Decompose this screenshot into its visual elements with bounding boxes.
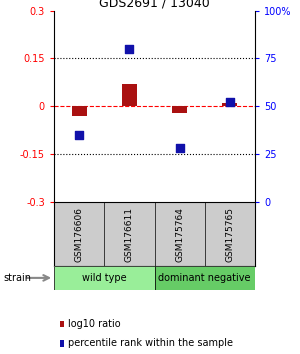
Text: wild type: wild type [82, 273, 127, 283]
Point [127, 46, 132, 52]
Point [227, 99, 232, 105]
Text: log10 ratio: log10 ratio [68, 319, 121, 329]
Title: GDS2691 / 13040: GDS2691 / 13040 [99, 0, 210, 10]
Point [177, 145, 182, 151]
Text: GSM176606: GSM176606 [75, 207, 84, 262]
Text: strain: strain [3, 273, 31, 283]
Bar [154, 266, 255, 290]
Text: GSM175765: GSM175765 [225, 207, 234, 262]
Bar [72, 106, 87, 116]
Bar [172, 106, 187, 113]
Text: percentile rank within the sample: percentile rank within the sample [68, 338, 233, 348]
Bar [122, 84, 137, 106]
Bar [222, 103, 237, 106]
Bar [54, 266, 154, 290]
Text: GSM175764: GSM175764 [175, 207, 184, 262]
Text: GSM176611: GSM176611 [125, 207, 134, 262]
Text: dominant negative: dominant negative [158, 273, 251, 283]
Point [77, 132, 82, 138]
